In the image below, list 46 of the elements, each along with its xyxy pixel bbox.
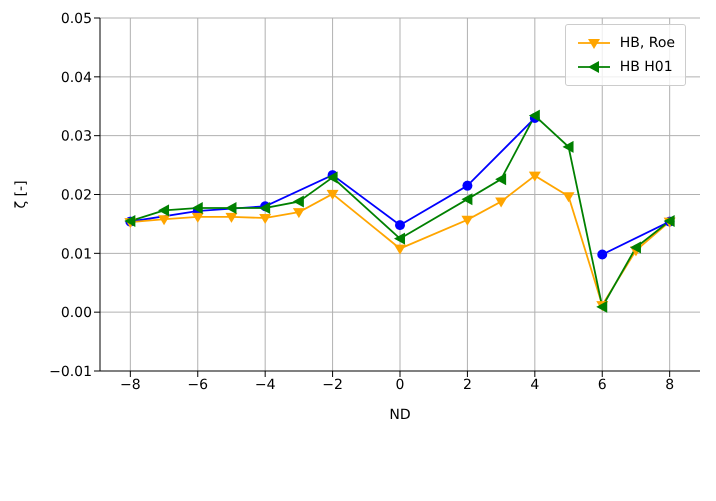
point — [225, 202, 236, 214]
x-tick-label: 0 — [396, 376, 404, 393]
point — [395, 220, 405, 230]
x-tick-label: 8 — [665, 376, 674, 393]
point — [597, 250, 608, 260]
point — [394, 244, 406, 255]
point — [259, 214, 272, 224]
point — [326, 190, 339, 200]
y-tick-label: 0.00 — [60, 305, 92, 322]
legend-label: HB H01 — [620, 58, 673, 77]
y-tick-label: 0.01 — [60, 246, 92, 262]
point — [630, 241, 641, 254]
point — [192, 212, 204, 223]
point — [225, 212, 238, 223]
x-tick-label: −6 — [187, 376, 208, 393]
x-tick-label: −4 — [254, 376, 276, 393]
x-tick-label: 2 — [462, 376, 472, 393]
point — [461, 193, 472, 206]
y-tick-label: −0.01 — [49, 364, 92, 380]
y-tick-label: 0.05 — [60, 10, 92, 27]
point — [259, 202, 270, 214]
point — [562, 140, 574, 153]
point — [495, 173, 506, 186]
point — [528, 110, 540, 122]
point — [495, 198, 508, 208]
point — [462, 180, 472, 191]
point — [158, 204, 170, 216]
y-tick-label: 0.03 — [60, 128, 92, 145]
point — [461, 216, 474, 226]
point — [562, 192, 575, 202]
point — [292, 208, 305, 218]
x-tick-label: −2 — [322, 376, 343, 393]
legend-label: HB, Roe — [620, 34, 675, 53]
x-tick-label: 6 — [598, 376, 607, 393]
point — [394, 232, 405, 245]
x-tick-label: −8 — [120, 376, 141, 393]
point — [326, 171, 338, 184]
x-tick-label: 4 — [530, 376, 540, 393]
y-tick-label: 0.04 — [60, 70, 92, 86]
y-tick-label: 0.02 — [60, 187, 92, 204]
point — [158, 215, 170, 226]
point — [192, 202, 203, 214]
x-axis-title: ND — [389, 407, 411, 423]
y-axis-title: ζ [-] — [12, 180, 29, 209]
point — [528, 172, 541, 182]
point — [292, 196, 304, 208]
